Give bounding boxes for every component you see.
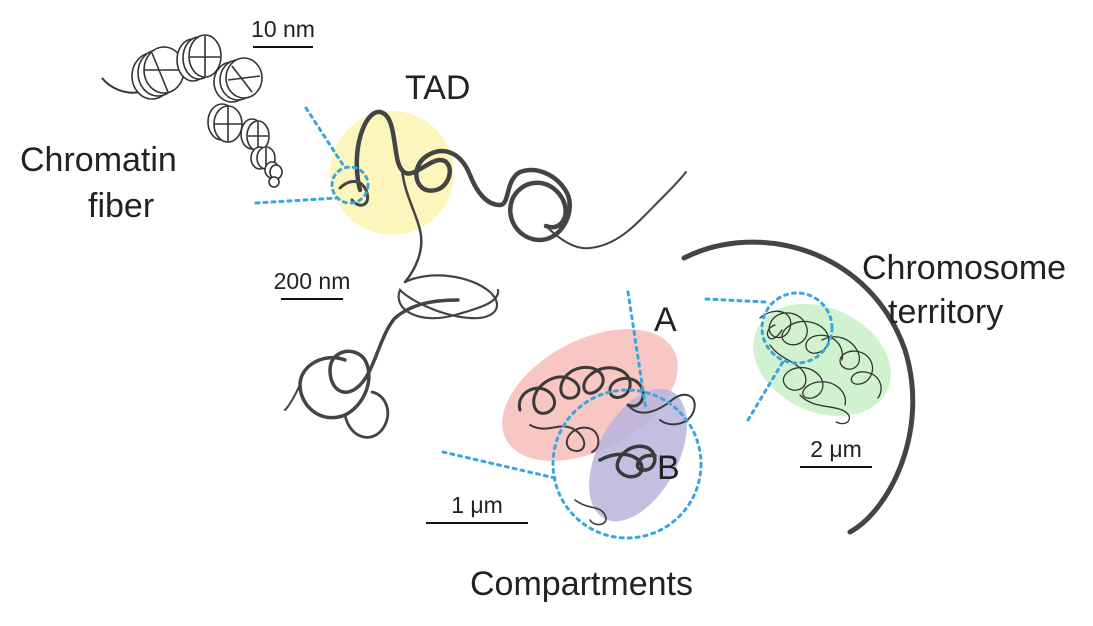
tad-label: TAD	[405, 69, 471, 107]
scale-bar-200nm-label: 200 nm	[273, 268, 351, 294]
scale-bar-10nm: 10 nm	[238, 16, 328, 48]
nucleosome-1	[131, 46, 185, 100]
scale-bar-2um-label: 2 μm	[810, 436, 862, 462]
fiber-zoom-line-bottom	[254, 196, 338, 205]
compartments-zoom-line	[441, 450, 557, 480]
chromosome-territory-label-line2: territory	[888, 293, 1004, 331]
nucleosome-2	[176, 34, 222, 82]
compartment-a-label: A	[654, 301, 677, 339]
territory-zoom-line-top	[704, 297, 768, 304]
nucleosome-5	[240, 118, 270, 152]
scale-bar-1um-line	[426, 522, 528, 524]
compartment-b-label: B	[657, 449, 680, 487]
territory-chromatin	[759, 310, 882, 425]
nucleus-boundary	[681, 239, 916, 535]
chromosome-territory-label-line1: Chromosome	[862, 249, 1067, 287]
nucleosome-3	[213, 57, 263, 103]
scale-bar-10nm-line	[253, 46, 313, 48]
nucleosome-4	[207, 103, 243, 143]
tad-chromatin	[338, 109, 687, 284]
scale-bar-1um-label: 1 μm	[451, 492, 503, 518]
chromatin-fiber-label-line1: Chromatin	[20, 141, 177, 179]
scale-bar-200nm: 200 nm	[262, 268, 362, 300]
fiber-zoom-line-top	[304, 106, 347, 170]
nucleosome-7	[264, 161, 283, 188]
scale-bar-10nm-label: 10 nm	[251, 16, 315, 42]
loop-chromatin	[284, 274, 500, 439]
scale-bar-200nm-line	[281, 298, 343, 300]
compartments-zoom-circle	[551, 388, 703, 540]
territory-zoom-circle	[760, 291, 834, 365]
tad-zoom-line-top	[626, 290, 648, 412]
chromatin-fiber-label-line2: fiber	[88, 187, 155, 225]
scale-bar-1um: 1 μm	[426, 492, 528, 524]
zoom-indicators	[254, 106, 834, 540]
compartments-label: Compartments	[470, 565, 693, 603]
scale-bar-2um-line	[800, 466, 872, 468]
scale-bar-2um: 2 μm	[800, 436, 872, 468]
nucleosome-fiber	[101, 34, 283, 188]
fiber-zoom-circle	[330, 165, 370, 205]
territory-zoom-line-bottom	[746, 358, 786, 422]
